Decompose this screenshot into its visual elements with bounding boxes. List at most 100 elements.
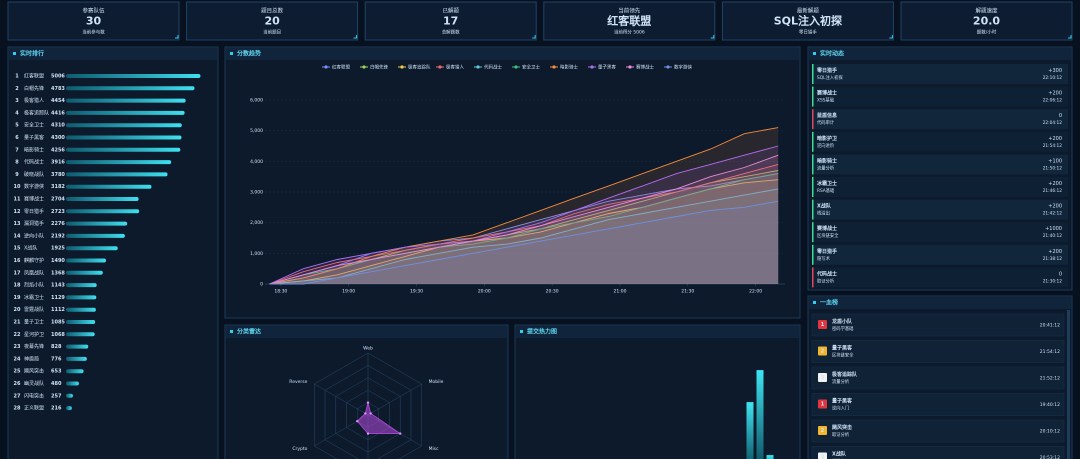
feed-row [812,244,1068,265]
rank-number: 3 [15,98,19,104]
team-name: 量子黑客 [24,134,44,141]
blood-row [811,446,1065,459]
y-tick-label: 3,000 [250,190,263,196]
heat-bar-top [766,455,774,456]
legend-label: 数字游侠 [674,64,692,71]
team-name: 凤凰战队 [24,269,44,276]
blood-time: 20:41:12 [1040,323,1060,329]
blood-time: 20:10:12 [1040,429,1060,435]
team-score: 1129 [51,295,65,301]
blood-team: 极客追踪队 [832,371,858,378]
legend-label: 暗影骑士 [560,64,578,71]
feed-team: 零日猎手 [817,67,837,74]
rank-number: 24 [14,356,21,362]
series-line [269,154,779,285]
feed-team: 蓝盾信息 [817,112,837,119]
card-corner [532,35,536,39]
feed-accent [812,64,814,84]
feed-points: +1000 [1045,226,1062,232]
feed-accent [812,244,814,265]
score-bar [66,320,96,324]
blood-badge [818,320,827,329]
feed-team: 冰霜卫士 [817,180,837,187]
score-bar [66,110,185,115]
rank-number: 12 [14,209,21,215]
panel-title: 实时排行 [20,50,44,58]
radar-ring [314,352,422,459]
feed-row [812,199,1068,220]
feed-time: 21:46:12 [1043,188,1063,194]
rank-number: 14 [14,233,21,239]
rank-number: 9 [15,172,19,178]
legend-label: 代码战士 [484,64,502,71]
legend-dot [400,65,404,69]
team-score: 257 [51,393,62,399]
rank-number: 22 [14,332,21,338]
stat-card [364,1,537,41]
blood-badge-label: 2 [821,428,825,434]
y-tick-label: 5,000 [250,128,263,134]
team-name: 破晓战队 [24,171,44,178]
card-corner [1068,35,1072,39]
rank-number: 4 [15,110,19,116]
panel-title: 实时动态 [820,50,844,58]
heat-bar [756,370,764,459]
team-score: 1925 [51,246,65,252]
team-score: 776 [51,356,62,362]
feed-row [812,267,1068,288]
rank-number: 5 [15,123,19,129]
legend-dot [590,65,594,69]
rank-number: 17 [14,270,21,276]
radar-point [366,401,370,404]
heat-bar-top [756,370,764,371]
x-tick-label: 22:00 [749,289,762,295]
radar-point [399,432,402,435]
score-bar [66,135,182,140]
plot [269,127,779,285]
legend-label: 极客猎人 [446,64,464,71]
blood-row [811,393,1065,416]
feed-time: 21:50:12 [1043,165,1063,171]
radar-axis [314,383,369,416]
rank-number: 25 [14,369,21,375]
radar-axis [367,383,422,416]
legend-label: 量子黑客 [598,64,616,71]
series-area [269,188,779,284]
score-bar [66,147,181,152]
feed-time: 21:30:12 [1043,278,1063,284]
rank-number: 10 [14,184,21,190]
score-bar [66,184,152,189]
card-corner [889,35,893,39]
panel-title: 分类雷达 [237,328,261,336]
team-name: 逆向小队 [24,232,44,239]
team-score: 2723 [51,209,65,215]
score-bar [66,369,84,374]
rank-number: 11 [14,197,21,203]
feed-team: 暗影骑士 [817,157,837,164]
feed-accent [812,199,814,220]
feed-points: +200 [1048,204,1062,210]
team-score: 1085 [51,320,65,326]
rank-number: 15 [14,246,21,252]
feed-team: 赛博战士 [816,90,837,97]
legend-label: 红客联盟 [332,64,350,71]
blood-badge-label: 2 [821,349,825,355]
stat-value: 30 [86,15,102,28]
score-bar [66,197,139,201]
team-name: 零日猎手 [24,208,44,215]
feed-points: +200 [1048,249,1062,255]
blood-team: 量子黑客 [832,345,853,352]
team-name: 雷霆战队 [24,306,44,313]
feed-challenge: 代码审计 [817,119,835,126]
stat-card [900,1,1073,41]
rank-number: 1 [15,74,19,80]
rank-number: 16 [14,258,21,264]
blood-badge-label: 3 [821,375,825,381]
radar-point [369,412,372,415]
legend-dot [628,65,632,69]
score-bar [66,209,140,214]
scrollbar[interactable] [1067,310,1070,459]
legend-dot [438,65,442,69]
panel-icon [230,330,233,333]
